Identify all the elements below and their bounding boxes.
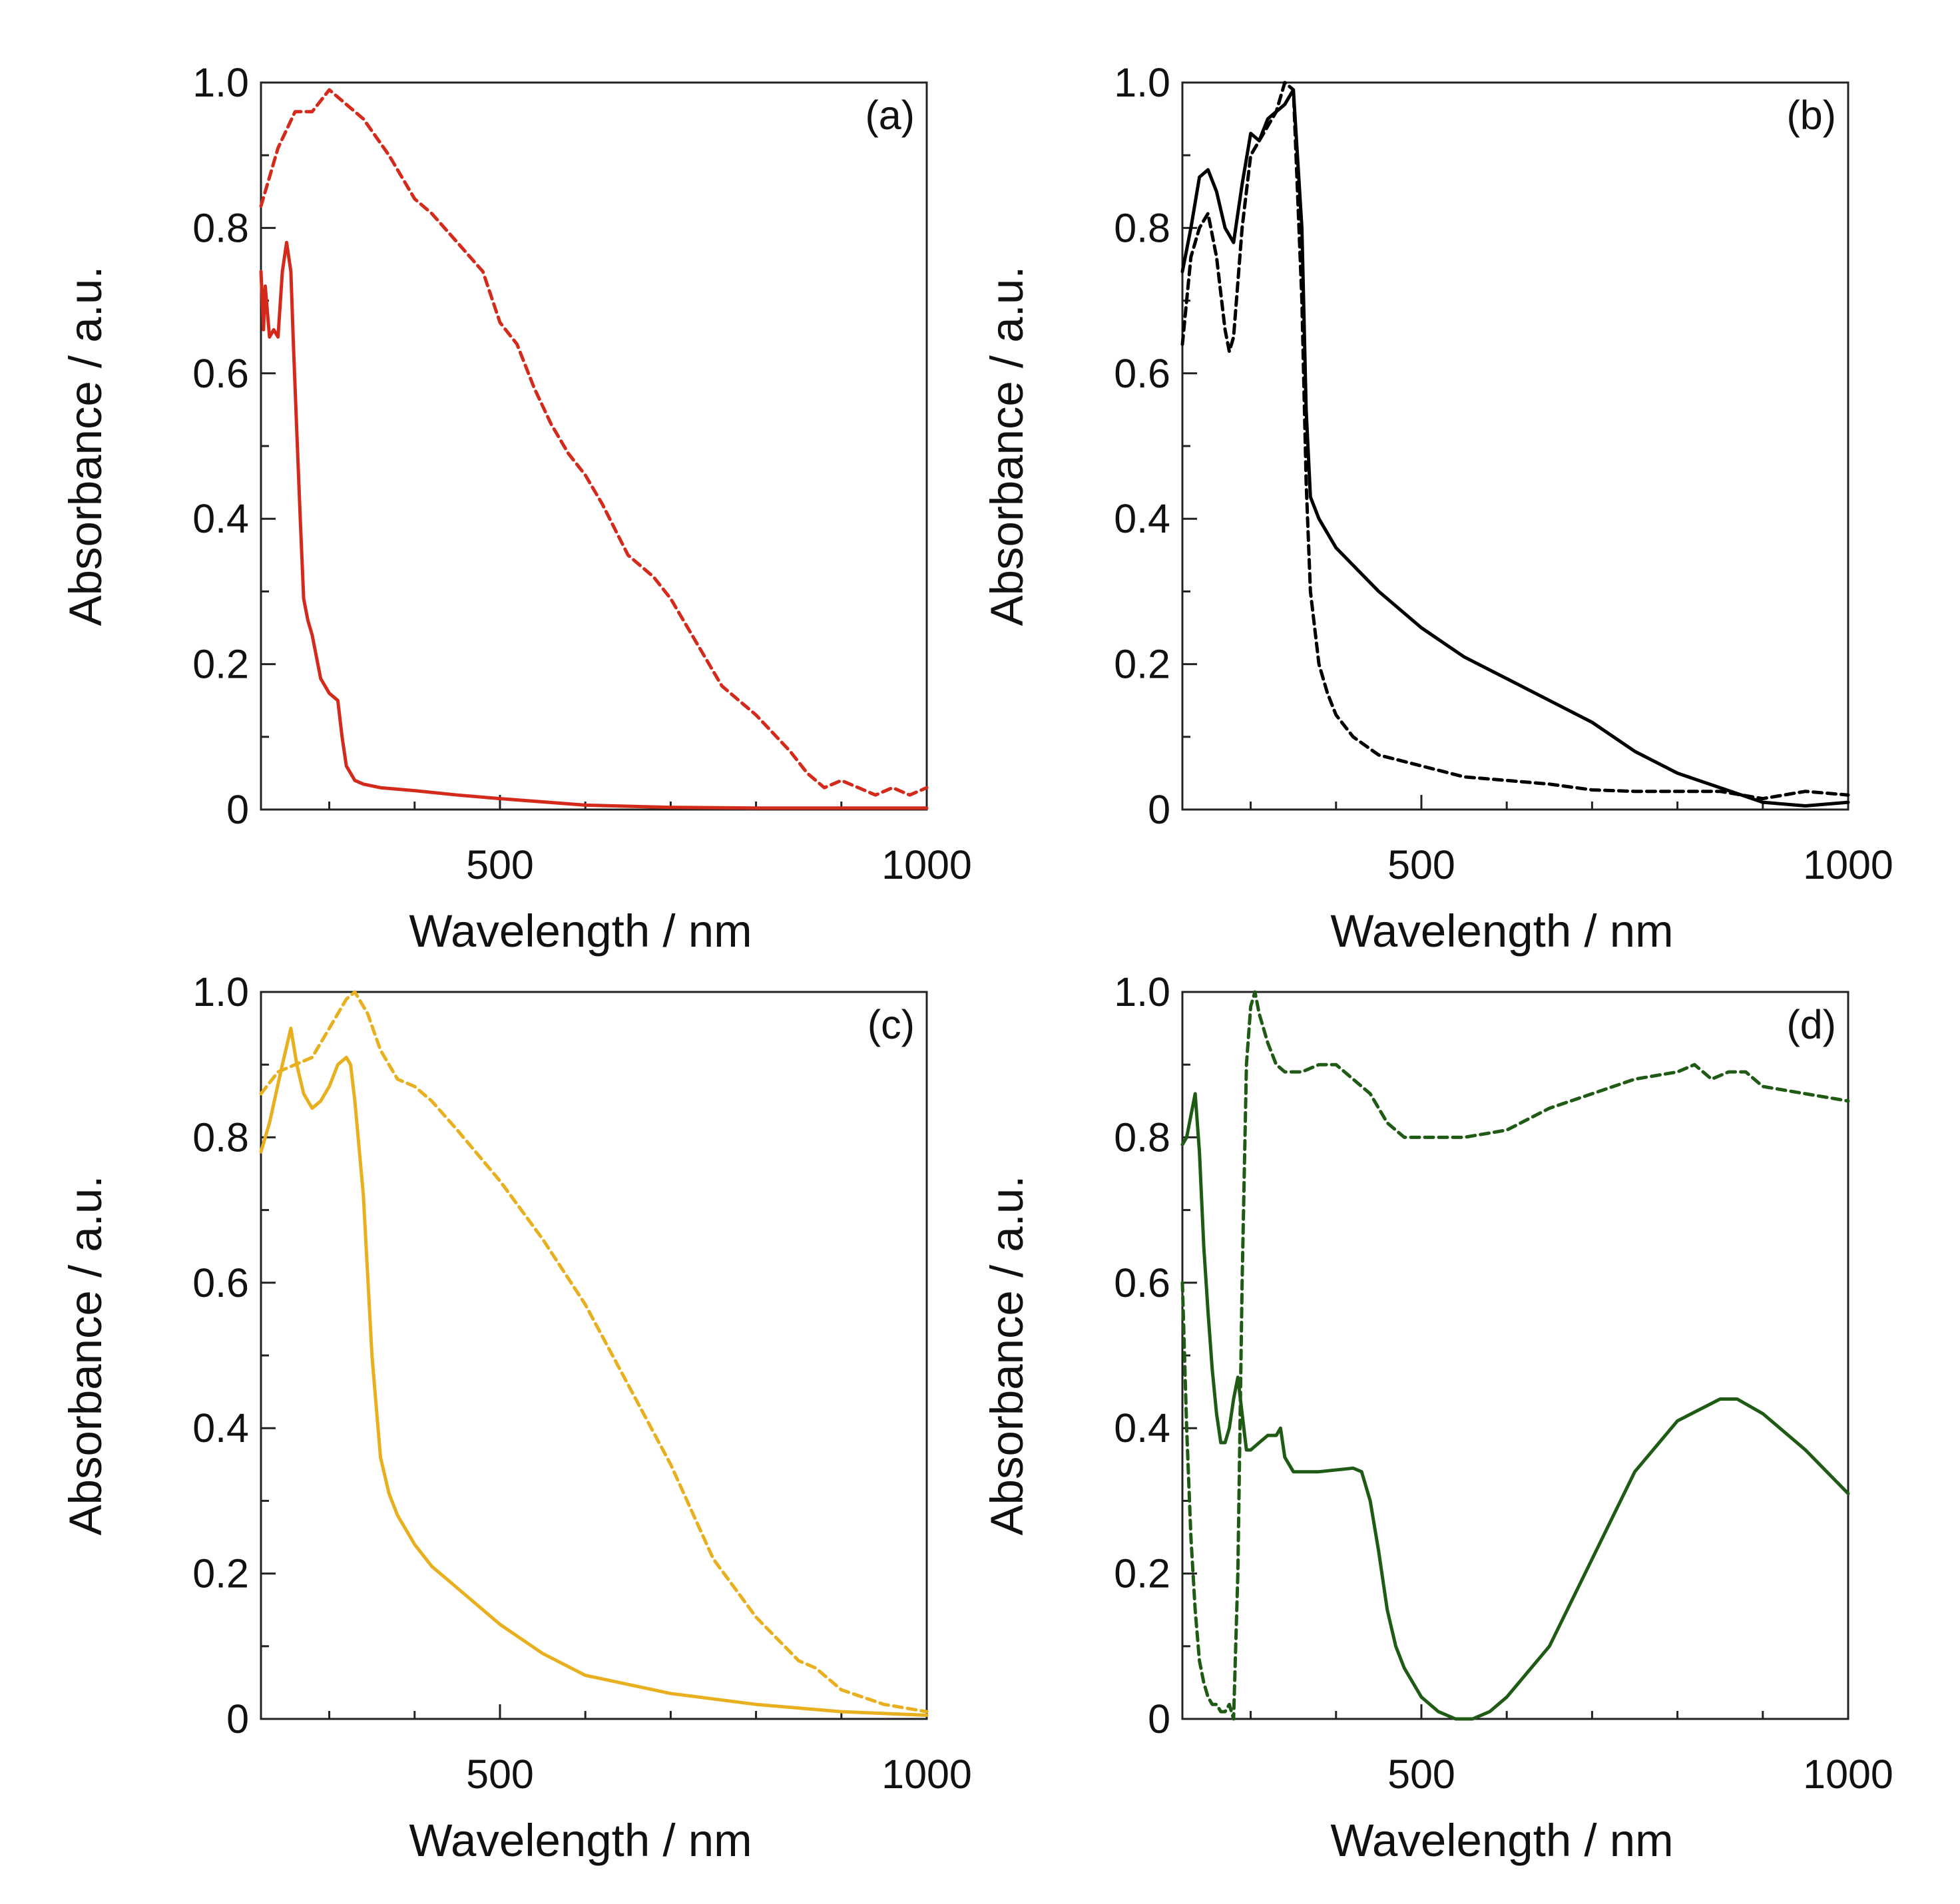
x-tick-label-c: 1000 [881,1752,972,1797]
y-tick-label-d: 0 [1148,1696,1170,1742]
y-tick-label-a: 0.6 [192,351,249,396]
y-axis-title-d: Absorbance / a.u. [981,1176,1033,1536]
y-tick-label-b: 0.4 [1114,496,1170,541]
series-solid-line-d [1180,1092,1850,1721]
y-tick-label-d: 0.6 [1114,1260,1170,1306]
y-tick-label-a: 0.2 [192,642,249,687]
y-tick-label-d: 0.2 [1114,1551,1170,1596]
series-dashed-line-c [259,990,929,1714]
y-tick-label-b: 0 [1148,787,1170,832]
y-tick-label-d: 1.0 [1114,969,1170,1015]
series-solid-line-c [259,1027,929,1717]
plot-frame-d [1181,991,1849,1720]
y-tick-label-a: 0.4 [192,496,249,541]
x-tick-label-d: 500 [1387,1752,1455,1797]
series-dashed-line-d [1180,990,1850,1721]
y-tick-label-c: 0 [226,1696,249,1742]
x-tick-label-a: 500 [466,842,534,887]
panel-c: 0 0.2 0.4 0.6 0.8 1.0 500 1000 Wavelength / nm Ab… [60,969,972,1866]
y-tick-label-a: 0.8 [192,205,249,250]
y-tick-label-c: 0.6 [192,1260,249,1306]
panel-label-d: (d) [1786,1002,1836,1047]
x-axis-title-b: Wavelength / nm [1330,905,1673,957]
series-dashed-line-a [259,88,929,797]
series-solid-line-b [1180,88,1850,808]
plot-frame-b [1181,81,1849,811]
series-solid-line-a [259,240,929,810]
x-tick-label-a: 1000 [881,842,972,887]
panel-a: 0 0.2 0.4 0.6 0.8 1.0 500 1000 Wavelength / nm Ab… [60,60,972,957]
y-tick-label-b: 0.2 [1114,642,1170,687]
y-tick-label-b: 0.8 [1114,205,1170,250]
y-tick-label-c: 1.0 [192,969,249,1015]
y-tick-label-d: 0.8 [1114,1114,1170,1160]
panel-label-c: (c) [867,1002,915,1047]
panel-b: 0 0.2 0.4 0.6 0.8 1.0 500 1000 Wavelength / nm Ab… [981,60,1893,957]
x-axis-title-a: Wavelength / nm [409,905,752,957]
x-tick-label-b: 1000 [1803,842,1893,887]
y-tick-label-b: 0.6 [1114,351,1170,396]
plot-frame-c [260,991,928,1720]
x-tick-label-c: 500 [466,1752,534,1797]
plot-frame-a [260,81,928,811]
y-tick-label-a: 1.0 [192,60,249,105]
y-axis-title-b: Absorbance / a.u. [981,266,1033,626]
y-axis-title-a: Absorbance / a.u. [60,266,111,626]
y-tick-label-d: 0.4 [1114,1405,1170,1451]
y-tick-label-b: 1.0 [1114,60,1170,105]
x-axis-title-d: Wavelength / nm [1330,1815,1673,1866]
panel-label-a: (a) [865,93,915,138]
x-axis-title-c: Wavelength / nm [409,1815,752,1866]
y-tick-label-c: 0.2 [192,1551,249,1596]
panel-d: 0 0.2 0.4 0.6 0.8 1.0 500 1000 Wavelength / nm Ab… [981,969,1893,1866]
x-tick-label-d: 1000 [1803,1752,1893,1797]
panel-label-b: (b) [1786,93,1836,138]
series-dashed-line-b [1180,81,1850,801]
y-tick-label-c: 0.8 [192,1114,249,1160]
y-tick-label-c: 0.4 [192,1405,249,1451]
x-tick-label-b: 500 [1387,842,1455,887]
y-tick-label-a: 0 [226,787,249,832]
y-axis-title-c: Absorbance / a.u. [60,1176,111,1536]
